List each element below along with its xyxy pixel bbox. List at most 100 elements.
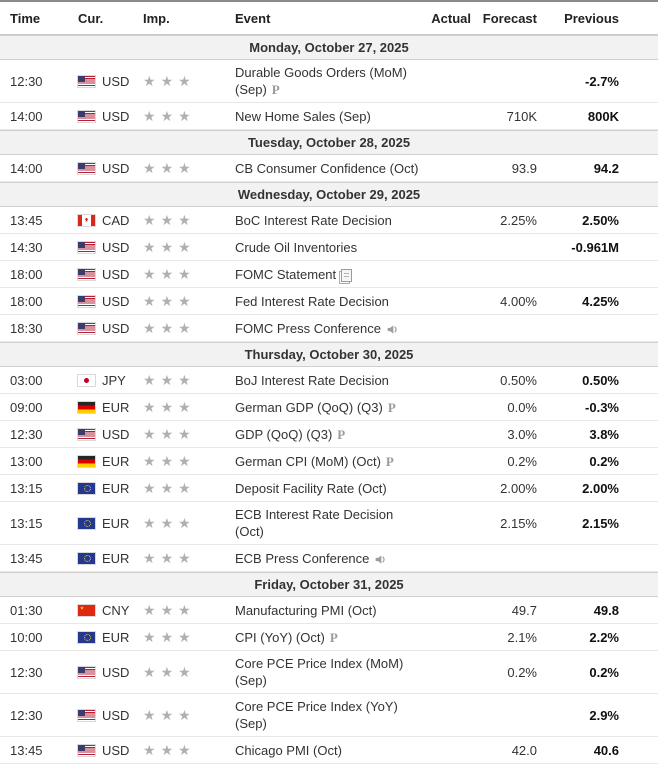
event-name[interactable]: German GDP (QoQ) (Q3): [235, 399, 383, 415]
currency-label: EUR: [102, 480, 130, 496]
date-label: Tuesday, October 28, 2025: [247, 135, 411, 150]
date-header-row: Tuesday, October 28, 2025: [0, 130, 658, 155]
event-row: 14:00 USD ★ ★ ★ CB Consumer Confidence (Oc…: [0, 155, 658, 182]
event-name[interactable]: Fed Interest Rate Decision: [235, 293, 389, 309]
event-name[interactable]: Durable Goods Orders (MoM) (Sep): [235, 65, 407, 97]
previous-value: 2.2%: [589, 629, 619, 645]
forecast-value: 2.25%: [500, 212, 537, 228]
importance-stars: ★ ★ ★: [136, 160, 235, 177]
country-flag-icon: [78, 295, 95, 307]
event-name[interactable]: FOMC Statement: [235, 266, 337, 282]
calendar-body: Monday, October 27, 2025 12:30 USD ★ ★ ★ D…: [0, 35, 658, 764]
previous-value: 0.2%: [589, 664, 619, 680]
event-name[interactable]: Chicago PMI (Oct): [235, 742, 342, 758]
previous-value: 94.2: [593, 160, 619, 176]
star-icon: ★: [160, 292, 174, 309]
forecast-value: 710K: [506, 108, 537, 124]
country-flag-icon: [78, 162, 95, 174]
star-icon: ★: [143, 265, 156, 282]
previous-value: 3.8%: [589, 426, 619, 442]
currency-label: EUR: [102, 550, 130, 566]
star-icon: ★: [160, 479, 174, 496]
date-header-row: Wednesday, October 29, 2025: [0, 182, 658, 207]
star-icon: ★: [178, 398, 191, 415]
event-name[interactable]: FOMC Press Conference: [235, 320, 381, 336]
star-icon: ★: [143, 371, 156, 388]
country-flag-icon: [78, 268, 95, 280]
event-name[interactable]: Manufacturing PMI (Oct): [235, 602, 377, 618]
forecast-value: 0.2%: [507, 664, 537, 680]
preliminary-icon: P: [387, 399, 396, 415]
country-flag-icon: [78, 75, 95, 87]
event-name[interactable]: GDP (QoQ) (Q3): [235, 426, 333, 442]
star-icon: ★: [143, 549, 156, 566]
event-name[interactable]: CPI (YoY) (Oct): [235, 629, 325, 645]
event-name[interactable]: BoJ Interest Rate Decision: [235, 372, 389, 388]
importance-stars: ★ ★ ★: [136, 550, 235, 567]
country-flag-icon: [78, 322, 95, 334]
date-label: Thursday, October 30, 2025: [244, 347, 414, 362]
event-row: 13:15 EUR ★ ★ ★ ECB Interest Rate Decision…: [0, 502, 658, 545]
previous-value: 2.50%: [582, 212, 619, 228]
date-header-row: Friday, October 31, 2025: [0, 572, 658, 597]
importance-stars: ★ ★ ★: [136, 629, 235, 646]
importance-stars: ★ ★ ★: [136, 742, 235, 759]
event-name[interactable]: New Home Sales (Sep): [235, 108, 371, 124]
event-name[interactable]: ECB Press Conference: [235, 550, 370, 566]
event-name[interactable]: German CPI (MoM) (Oct): [235, 453, 381, 469]
event-name[interactable]: Deposit Facility Rate (Oct): [235, 480, 387, 496]
event-name[interactable]: Crude Oil Inventories: [235, 239, 358, 255]
previous-value: 0.50%: [582, 372, 619, 388]
country-flag-icon: [78, 482, 95, 494]
currency-label: USD: [102, 266, 130, 282]
country-flag-icon: [78, 631, 95, 643]
column-header-event: Event: [235, 10, 271, 26]
previous-value: -0.961M: [571, 239, 619, 255]
event-time: 13:45: [10, 742, 43, 758]
date-header-row: Thursday, October 30, 2025: [0, 342, 658, 367]
star-icon: ★: [178, 663, 191, 680]
event-name[interactable]: CB Consumer Confidence (Oct): [235, 160, 419, 176]
star-icon: ★: [143, 425, 156, 442]
previous-value: 800K: [587, 108, 619, 124]
event-row: 01:30 CNY ★ ★ ★ Manufacturing PMI (Oct) 49…: [0, 597, 658, 624]
importance-stars: ★ ★ ★: [136, 480, 235, 497]
importance-stars: ★ ★ ★: [136, 212, 235, 229]
event-row: 09:00 EUR ★ ★ ★ German GDP (QoQ) (Q3) P 0.0…: [0, 394, 658, 421]
star-icon: ★: [160, 211, 174, 228]
importance-stars: ★ ★ ★: [136, 707, 235, 724]
importance-stars: ★ ★ ★: [136, 108, 235, 125]
date-label: Wednesday, October 29, 2025: [237, 187, 421, 202]
forecast-value: 0.50%: [500, 372, 537, 388]
report-icon: [341, 268, 353, 282]
currency-label: USD: [102, 239, 130, 255]
event-name[interactable]: ECB Interest Rate Decision (Oct): [235, 507, 394, 539]
event-time: 13:45: [10, 550, 43, 566]
event-name[interactable]: BoC Interest Rate Decision: [235, 212, 392, 228]
star-icon: ★: [143, 452, 156, 469]
star-icon: ★: [178, 107, 191, 124]
star-icon: ★: [143, 601, 156, 618]
star-icon: ★: [143, 211, 156, 228]
star-icon: ★: [178, 238, 191, 255]
previous-value: 4.25%: [582, 293, 619, 309]
preliminary-icon: P: [271, 82, 280, 97]
star-icon: ★: [143, 398, 156, 415]
previous-value: -0.3%: [585, 399, 619, 415]
event-name[interactable]: Core PCE Price Index (MoM) (Sep): [235, 656, 404, 688]
forecast-value: 4.00%: [500, 293, 537, 309]
star-icon: ★: [143, 238, 156, 255]
event-time: 09:00: [10, 399, 43, 415]
importance-stars: ★ ★ ★: [136, 266, 235, 283]
forecast-value: 0.0%: [507, 399, 537, 415]
event-time: 12:30: [10, 664, 43, 680]
star-icon: ★: [160, 371, 174, 388]
event-name[interactable]: Core PCE Price Index (YoY) (Sep): [235, 699, 398, 731]
currency-label: CAD: [102, 212, 130, 228]
importance-stars: ★ ★ ★: [136, 664, 235, 681]
event-time: 13:00: [10, 453, 43, 469]
currency-label: EUR: [102, 515, 130, 531]
currency-label: USD: [102, 73, 130, 89]
previous-value: 2.15%: [582, 515, 619, 531]
event-time: 18:30: [10, 320, 43, 336]
